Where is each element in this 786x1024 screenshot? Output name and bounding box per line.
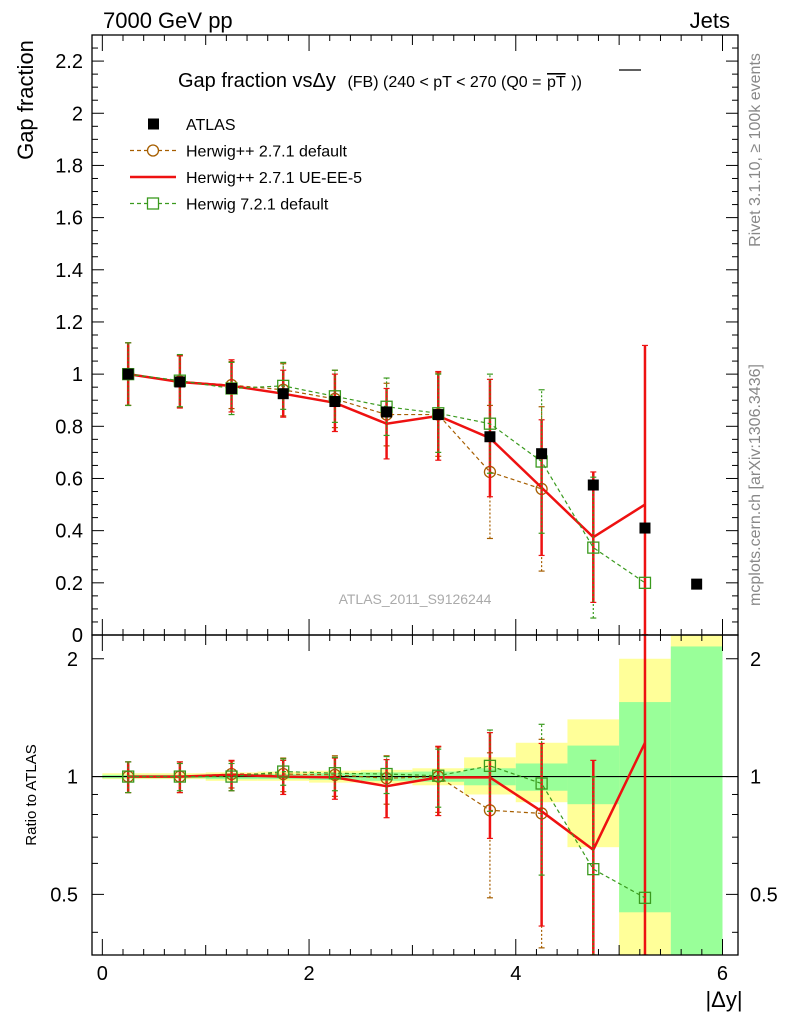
x-tick-label: 0 [97, 963, 108, 985]
herwig-2-7-1-default-line [128, 373, 542, 490]
y-tick-label: 2.2 [55, 51, 83, 73]
atlas-point-3 [277, 388, 289, 400]
ratio-y-tick-label-left: 0.5 [50, 884, 78, 906]
chart-title: Gap fraction vsΔy (FB) (240 < pT < 270 (… [178, 70, 582, 92]
y-tick-label: 0.4 [55, 521, 83, 543]
y-tick-label: 1.4 [55, 260, 83, 282]
rivet-label: Rivet 3.1.10, ≥ 100k events [747, 53, 764, 247]
atlas-point-11 [691, 578, 703, 590]
herwig-7-2-1-default-point-9 [587, 541, 600, 554]
axes: 00.20.40.60.811.21.41.61.822.20 2 4 60.5 0.5… [50, 34, 778, 985]
herwig-7-2-1-default-ratio-point-9 [587, 863, 600, 876]
herwig-2-7-1-ue-ee-5-ratio-line [128, 742, 647, 852]
x-tick-label: 6 [717, 963, 728, 985]
legend-label-herwig-2-7-1-ue-ee-5: Herwig++ 2.7.1 UE-EE-5 [186, 170, 362, 187]
watermark: ATLAS_2011_S9126244 [339, 591, 492, 607]
legend-label-atlas: ATLAS [186, 117, 236, 134]
inner-band-11 [670, 646, 723, 955]
legend: ATLAS Herwig++ 2.7.1 default Herwig++ 2.7.… [130, 117, 362, 214]
y-tick-label: 1 [72, 364, 83, 386]
ratio-y-tick-label-right: 1 [750, 767, 761, 789]
ratio-bands [102, 635, 723, 955]
y-tick-label: 0.6 [55, 468, 83, 490]
title-suffix: (FB) (240 < pT < 270 (Q0 = [347, 74, 541, 91]
herwig-7-2-1-default-ratio-point-3 [277, 765, 290, 778]
ratio-y-tick-label-right: 0.5 [750, 884, 778, 906]
x-axis-label: |Δy| [705, 987, 742, 1012]
lower-frame [91, 634, 739, 956]
x-tick-label: 4 [510, 963, 521, 985]
legend-label-herwig-7-2-1-default: Herwig 7.2.1 default [186, 197, 329, 214]
title-close: )) [571, 74, 582, 91]
herwig-7-2-1-default-ratio-point-10 [638, 891, 652, 904]
herwig-7-2-1-default-ratio-point-7 [483, 759, 497, 773]
title-main: Gap fraction vsΔy [178, 70, 336, 92]
legend-marker-herwig-7-2-1-default [146, 197, 160, 210]
legend-marker-atlas [148, 118, 159, 130]
atlas-point-6 [432, 409, 444, 421]
herwig-7-2-1-default-ratio-point-0 [122, 770, 135, 783]
ratio-y-tick-label-left: 2 [67, 649, 78, 671]
header-left: 7000 GeV pp [103, 8, 233, 33]
mcplots-label: mcplots.cern.ch [arXiv:1306.3436] [747, 364, 764, 606]
legend-marker-herwig-2-7-1-default [146, 144, 160, 157]
atlas-point-4 [329, 396, 341, 408]
upper-plot [122, 342, 703, 635]
herwig-7-2-1-default-point-7 [483, 417, 497, 430]
ratio-plot [92, 635, 738, 955]
y-tick-label: 0.2 [55, 573, 83, 595]
y-tick-label: 1.2 [55, 312, 83, 334]
herwig-7-2-1-default-ratio-point-6 [432, 769, 445, 782]
atlas-point-10 [639, 522, 651, 534]
atlas-point-7 [484, 431, 496, 443]
herwig-7-2-1-default-ratio-point-5 [380, 767, 393, 781]
herwig-7-2-1-default-ratio-point-8 [535, 777, 548, 790]
herwig-2-7-1-ue-ee-5-line [127, 372, 646, 539]
herwig-7-2-1-default-ratio-line [128, 765, 646, 899]
herwig-7-2-1-default-ratio-point-1 [173, 770, 187, 783]
header-right: Jets [690, 8, 730, 33]
herwig-7-2-1-default-ratio-point-2 [225, 770, 238, 783]
atlas-point-8 [536, 448, 548, 460]
y-tick-label: 1.6 [55, 208, 83, 230]
y-tick-label: 2 [72, 103, 83, 125]
y-tick-label: 0 [72, 625, 83, 647]
ratio-y-axis-label: Ratio to ATLAS [23, 744, 40, 845]
atlas-point-0 [122, 368, 134, 380]
y-tick-label: 1.8 [55, 155, 83, 177]
x-tick-label: 2 [303, 963, 314, 985]
atlas-point-2 [226, 382, 238, 394]
atlas-point-5 [381, 406, 393, 418]
title-overline: pT [547, 74, 566, 91]
y-tick-label: 0.8 [55, 416, 83, 438]
herwig-7-2-1-default-ratio-point-4 [328, 767, 342, 780]
legend-label-herwig-2-7-1-default: Herwig++ 2.7.1 default [186, 144, 348, 161]
ratio-y-tick-label-right: 2 [750, 649, 761, 671]
atlas-point-9 [587, 479, 599, 491]
y-axis-label: Gap fraction [13, 40, 38, 160]
herwig-7-2-1-default-point-10 [638, 576, 652, 589]
ratio-y-tick-label-left: 1 [67, 767, 78, 789]
atlas-point-1 [174, 376, 186, 388]
